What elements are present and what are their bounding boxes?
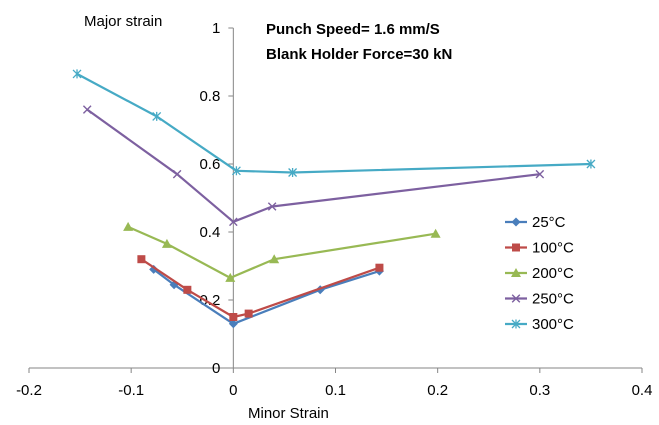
series-line (140, 258, 380, 319)
data-point-marker (430, 228, 441, 238)
y-tick-label: 0.4 (199, 224, 220, 241)
legend-item: 25°C (505, 214, 566, 231)
series-line (127, 225, 436, 279)
axes: -0.2 -0.1 0 0.1 0.2 0.3 0.400.20.40.60.81 (16, 20, 652, 399)
legend-label: 25°C (532, 214, 566, 231)
series-line (152, 268, 380, 325)
annotation-blank-holder-force: Blank Holder Force=30 kN (266, 46, 452, 63)
series-line (86, 108, 540, 223)
data-point-marker (535, 169, 545, 179)
x-tick-label: 0.2 (427, 382, 448, 399)
data-point-marker (375, 263, 384, 272)
data-point-marker (512, 243, 520, 252)
data-point-marker (183, 285, 192, 294)
series-4 (72, 69, 596, 177)
data-point-marker (152, 111, 162, 121)
data-point-marker (72, 69, 82, 79)
data-point-marker (123, 221, 134, 231)
legend-item: 300°C (505, 316, 574, 333)
legend-item: 200°C (505, 265, 574, 282)
data-point-marker (231, 166, 241, 176)
data-point-marker (229, 313, 238, 321)
legend-label: 300°C (532, 316, 574, 333)
data-point-marker (288, 168, 298, 177)
data-point-marker (269, 254, 280, 264)
legend-label: 250°C (532, 291, 574, 308)
data-point-marker (267, 202, 277, 211)
legend-item: 100°C (505, 240, 574, 257)
data-point-marker (229, 217, 238, 227)
series-0 (149, 264, 384, 329)
legend-label: 100°C (532, 240, 574, 257)
data-point-marker (161, 238, 172, 248)
data-point-marker (172, 169, 182, 179)
legend-item: 250°C (505, 291, 574, 308)
data-point-marker (511, 217, 521, 227)
data-point-marker (511, 294, 521, 303)
legend-label: 200°C (532, 265, 574, 282)
data-point-marker (228, 319, 238, 329)
data-point-marker (225, 272, 236, 282)
data-point-marker (244, 309, 253, 318)
x-tick-label: 0.3 (529, 382, 550, 399)
x-axis-title: Minor Strain (248, 405, 329, 422)
y-tick-label: 0.6 (199, 156, 220, 173)
y-tick-label: 0.8 (199, 88, 220, 105)
series-3 (82, 105, 545, 227)
data-point-marker (511, 268, 521, 277)
data-point-marker (511, 319, 521, 329)
labels-layer: Major strain Minor Strain Punch Speed= 1… (84, 13, 452, 422)
series-layer (72, 69, 596, 329)
x-tick-label: 0.1 (325, 382, 346, 399)
annotation-punch-speed: Punch Speed= 1.6 mm/S (266, 21, 440, 38)
series-1 (137, 255, 384, 321)
legend: 25°C 100°C 200°C 250°C 300°C (505, 214, 574, 333)
data-point-marker (82, 105, 92, 114)
data-point-marker (137, 255, 146, 264)
series-2 (123, 221, 441, 282)
data-point-marker (586, 159, 596, 169)
y-tick-label: 0 (212, 360, 220, 377)
x-tick-label: -0.1 (118, 382, 144, 399)
y-axis-title: Major strain (84, 13, 162, 30)
x-tick-label: -0.2 (16, 382, 42, 399)
x-tick-label: 0.4 (632, 382, 653, 399)
y-tick-label: 1 (212, 20, 220, 37)
x-tick-label: 0 (229, 382, 237, 399)
